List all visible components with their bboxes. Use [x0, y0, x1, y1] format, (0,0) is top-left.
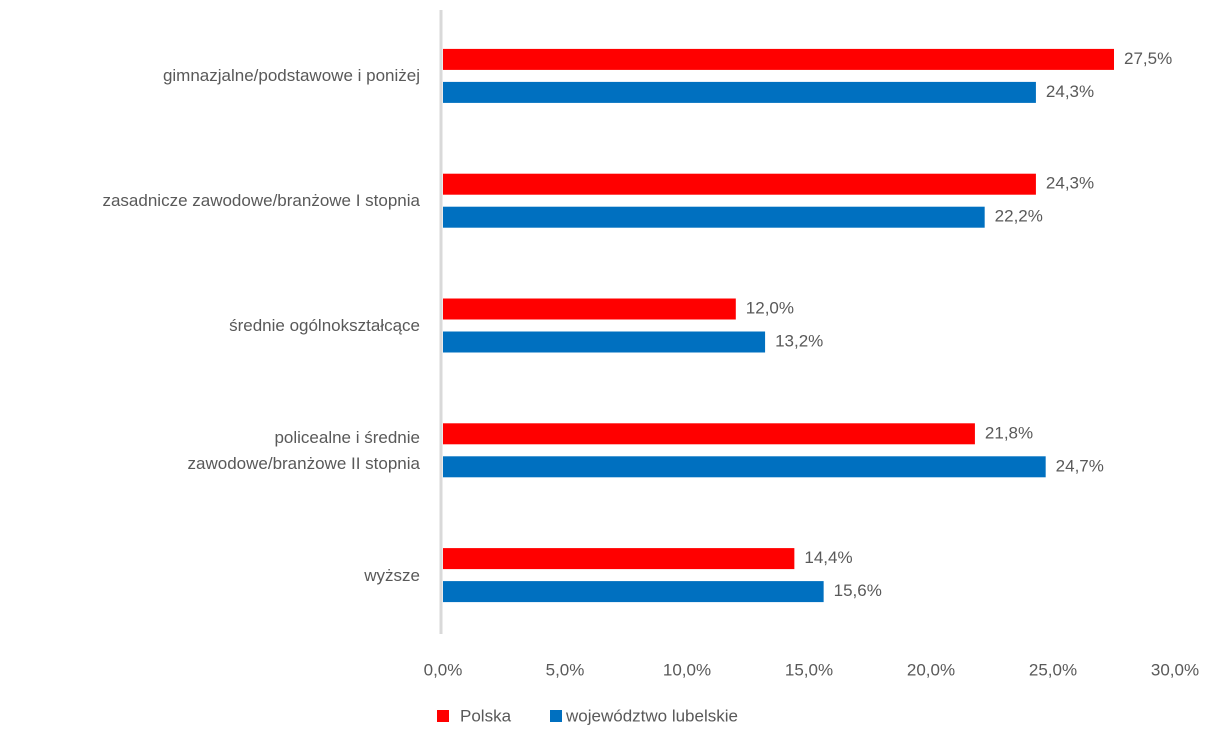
data-label: 13,2%	[775, 331, 823, 350]
x-tick-label: 5,0%	[546, 660, 585, 679]
data-label: 27,5%	[1124, 49, 1172, 68]
data-label: 12,0%	[746, 298, 794, 317]
bar	[443, 298, 736, 320]
bar	[443, 423, 975, 445]
category-label: średnie ogólnokształcące	[229, 316, 420, 335]
legend-label: Polska	[460, 706, 512, 725]
x-tick-label: 30,0%	[1151, 660, 1199, 679]
bar	[443, 206, 985, 228]
legend-label: województwo lubelskie	[565, 706, 738, 725]
bar	[443, 48, 1114, 70]
legend-swatch	[550, 710, 562, 722]
data-label: 14,4%	[804, 548, 852, 567]
data-label: 24,7%	[1056, 456, 1104, 475]
data-label: 21,8%	[985, 423, 1033, 442]
legend-swatch	[437, 710, 449, 722]
category-label: gimnazjalne/podstawowe i poniżej	[162, 66, 420, 86]
category-label: wyższe	[364, 565, 420, 585]
x-tick-label: 20,0%	[907, 660, 955, 679]
bar	[443, 331, 766, 353]
data-label: 15,6%	[834, 581, 882, 600]
bar	[443, 173, 1036, 195]
data-label: 24,3%	[1046, 82, 1094, 101]
x-tick-label: 25,0%	[1029, 660, 1077, 679]
category-label: zasadnicze zawodowe/branżowe I stopnia	[102, 191, 420, 211]
x-tick-label: 0,0%	[424, 660, 463, 679]
data-label: 22,2%	[995, 207, 1043, 226]
x-tick-label: 15,0%	[785, 660, 833, 679]
bar	[443, 81, 1036, 103]
category-label: policealne i średnie zawodowe/branżowe I…	[187, 427, 420, 473]
bar	[443, 581, 824, 603]
bar	[443, 456, 1046, 478]
bar	[443, 548, 795, 570]
data-label: 24,3%	[1046, 174, 1094, 193]
x-tick-label: 10,0%	[663, 660, 711, 679]
